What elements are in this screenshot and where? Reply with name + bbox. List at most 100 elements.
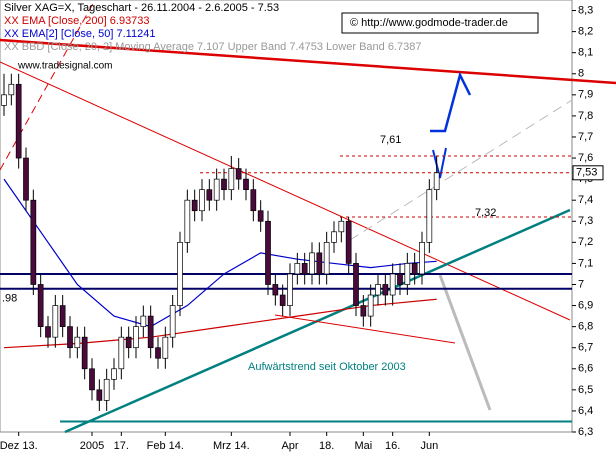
candle-body xyxy=(177,241,183,306)
y-tick-label: 7 xyxy=(578,278,584,290)
y-tick-label: 7,1 xyxy=(578,257,593,269)
level-label: 7,32 xyxy=(475,207,496,219)
candle-body xyxy=(111,368,117,380)
candle-body xyxy=(375,284,381,296)
candle-body xyxy=(338,220,345,233)
y-tick-label: 7,6 xyxy=(578,152,593,164)
candle-body xyxy=(353,263,359,306)
candle-body xyxy=(206,189,213,201)
candle-body xyxy=(323,241,330,275)
level-label: .98 xyxy=(2,293,17,305)
candle-body xyxy=(228,168,235,191)
indicator-line xyxy=(3,178,437,328)
candle-body xyxy=(382,284,389,296)
level-label: 7,61 xyxy=(380,134,401,146)
candle-body xyxy=(162,336,169,359)
candle-body xyxy=(74,336,81,349)
candle-body xyxy=(199,189,205,212)
legend-ema200: XX EMA [Close, 200] 6.93733 xyxy=(4,15,150,27)
candle-body xyxy=(272,284,279,296)
y-tick-label: 7,3 xyxy=(578,215,593,227)
x-tick-label: 17. xyxy=(114,440,129,452)
candle-body xyxy=(331,231,337,243)
candle-body xyxy=(118,336,125,370)
candle-body xyxy=(279,294,286,306)
candle-body xyxy=(389,273,396,296)
y-tick-label: 8 xyxy=(578,68,584,80)
candle-body xyxy=(125,336,132,349)
candle-body xyxy=(67,326,73,349)
y-tick-label: 6,9 xyxy=(578,299,593,311)
candle-body xyxy=(287,273,293,306)
support-line xyxy=(274,314,456,344)
candle-body xyxy=(265,220,271,285)
y-tick-label: 6,3 xyxy=(578,426,593,438)
legend-bbd: XX BBD [Close, 20, 2] Moving Average 7.1… xyxy=(4,41,421,53)
candle-body xyxy=(433,172,440,191)
forecast-dip xyxy=(432,147,447,179)
candle-body xyxy=(419,241,425,275)
candle-body xyxy=(147,315,154,349)
candle-body xyxy=(140,315,147,327)
legend-ema50: XX EMA[2] [Close, 50] 7.11241 xyxy=(4,28,155,40)
x-tick-label: Feb 14. xyxy=(147,440,184,452)
x-tick-label: Jun xyxy=(420,440,438,452)
scenario-line xyxy=(438,274,492,411)
candle-body xyxy=(404,263,411,285)
y-tick-label: 6,7 xyxy=(578,342,593,354)
x-tick-label: 16. xyxy=(385,440,400,452)
source: www.tradesignal.com xyxy=(17,61,112,72)
plot-frame xyxy=(0,0,573,433)
candle-body xyxy=(301,263,308,275)
candle-body xyxy=(243,178,249,191)
candle-body xyxy=(23,157,29,201)
x-tick-label: Dez 13. xyxy=(0,440,38,452)
copyright-box xyxy=(341,12,539,34)
candle-body xyxy=(8,83,15,96)
candle-body xyxy=(184,199,191,243)
candle-body xyxy=(45,326,51,338)
candle-body xyxy=(257,210,264,222)
candle-body xyxy=(89,368,95,391)
uptrend-line xyxy=(64,208,571,434)
candle-body xyxy=(96,389,103,401)
candle-body xyxy=(213,178,220,201)
chart-title: Silver XAG=X, Tageschart - 26.11.2004 - … xyxy=(4,2,279,14)
annotation: Aufwärtstrend seit Oktober 2003 xyxy=(248,361,406,373)
candle-body xyxy=(15,83,22,159)
candle-body xyxy=(59,305,66,327)
candle-body xyxy=(367,294,374,317)
last-price-box xyxy=(572,165,604,181)
candle-body xyxy=(411,263,418,275)
y-tick-label: 6,4 xyxy=(578,405,593,417)
candle-body xyxy=(1,94,7,106)
y-tick-label: 7,9 xyxy=(578,89,593,101)
candle-body xyxy=(37,284,44,327)
candle-body xyxy=(360,305,367,317)
candle-body xyxy=(221,178,227,191)
y-tick-label: 7,4 xyxy=(578,194,593,206)
candle-body xyxy=(345,220,352,264)
y-tick-label: 7,2 xyxy=(578,236,593,248)
last-price-label: 7,53 xyxy=(576,167,597,179)
candle-body xyxy=(294,263,301,275)
x-tick-label: 18. xyxy=(319,440,334,452)
copyright: © http://www.godmode-trader.de xyxy=(350,17,508,29)
candle-body xyxy=(52,305,59,338)
downtrend-line xyxy=(0,61,571,321)
y-tick-label: 6,8 xyxy=(578,321,593,333)
candle-body xyxy=(169,305,176,338)
x-tick-label: Apr xyxy=(281,440,298,452)
channel-line xyxy=(349,99,573,241)
y-tick-label: 8,2 xyxy=(578,26,593,38)
candle-body xyxy=(309,252,315,275)
candle-body xyxy=(316,252,323,275)
trend-lines xyxy=(0,0,616,434)
candle-body xyxy=(30,199,37,285)
y-tick-label: 6,5 xyxy=(578,384,593,396)
x-tick-label: 2005 xyxy=(80,440,104,452)
y-tick-label: 7,8 xyxy=(578,110,593,122)
candle-body xyxy=(191,199,198,212)
candle-body xyxy=(426,189,433,243)
